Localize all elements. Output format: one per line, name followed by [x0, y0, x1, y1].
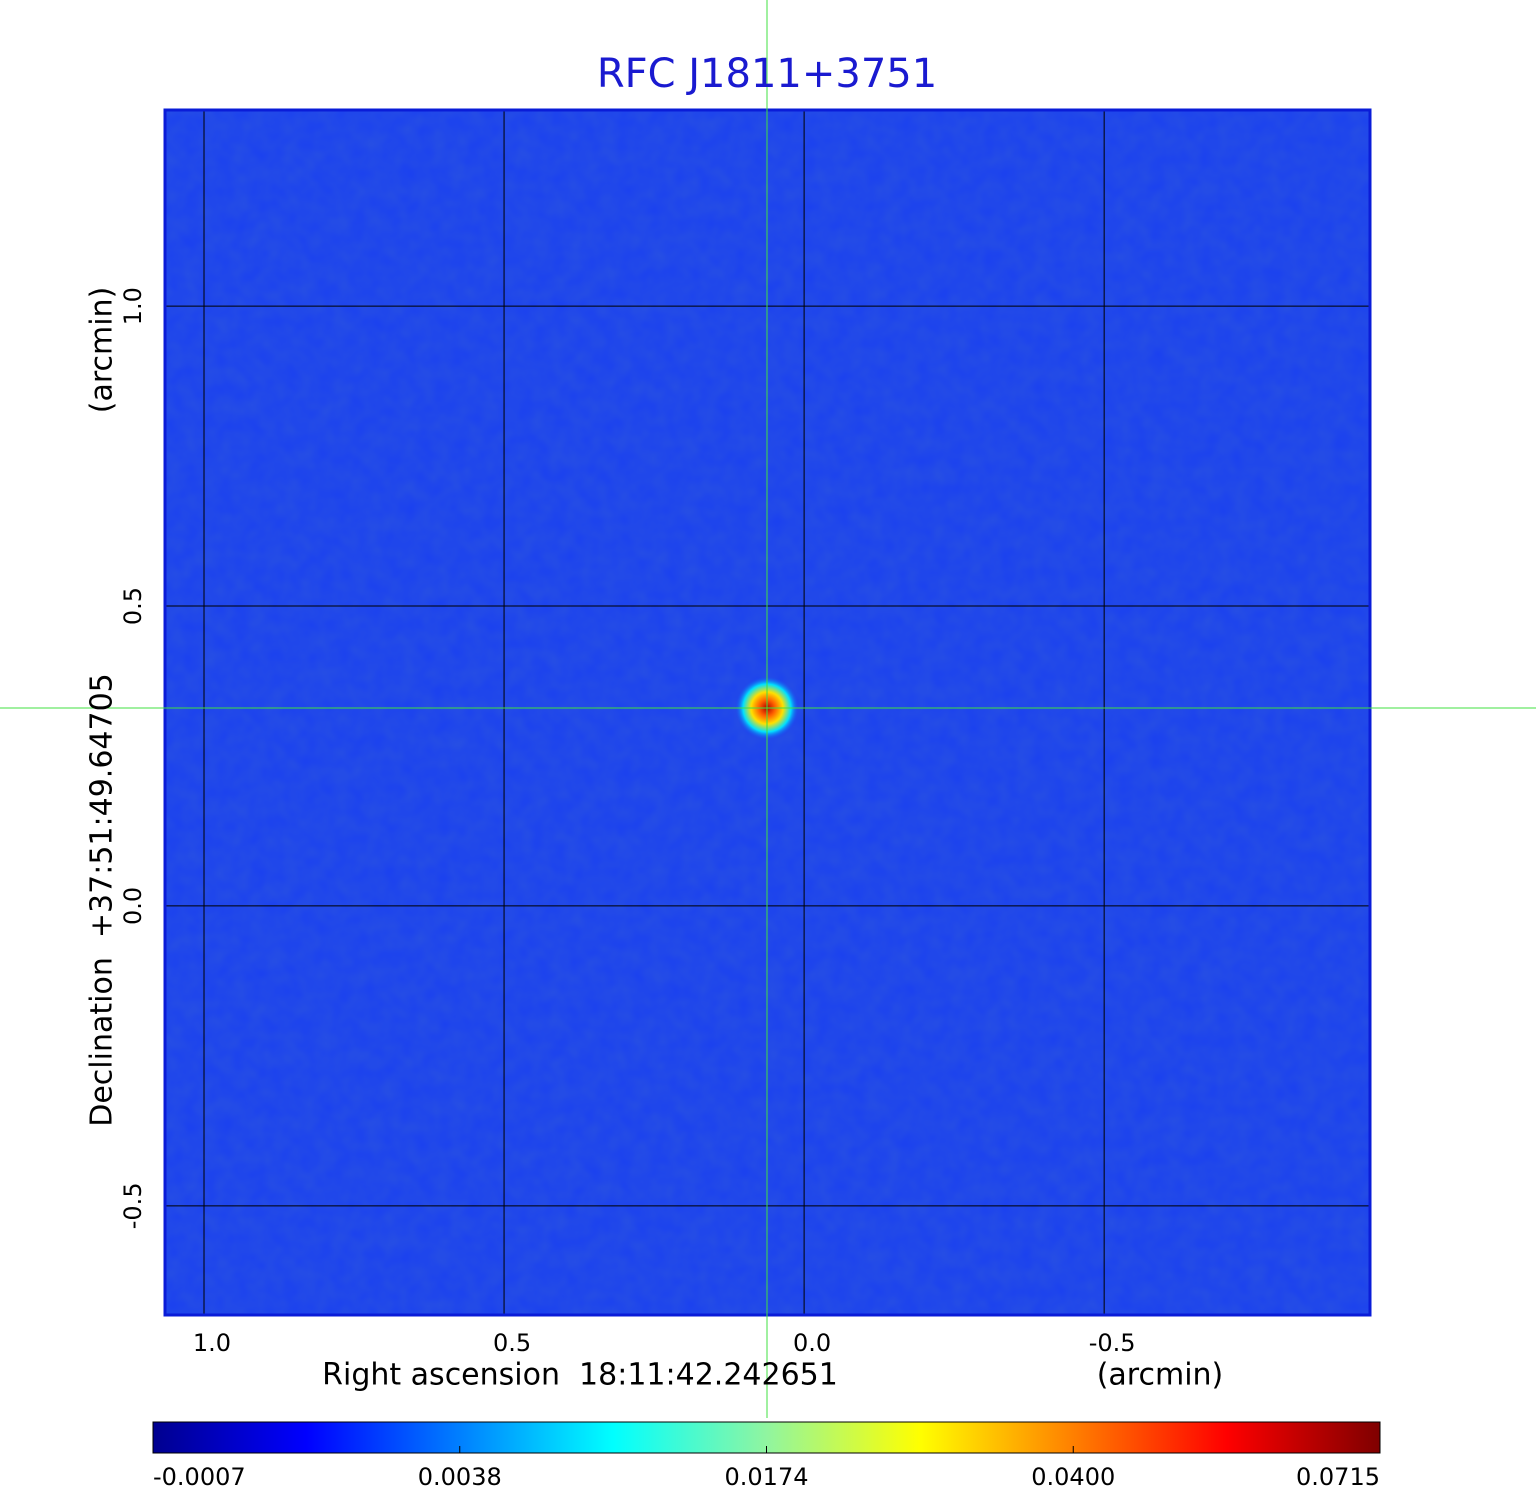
x-tick-label: -0.5 — [1089, 1329, 1136, 1357]
y-label: Declination +37:51:49.64705 — [85, 673, 120, 1127]
chart-title: RFC J1811+3751 — [597, 51, 937, 97]
colorbar-tick-label: 0.0038 — [418, 1463, 502, 1491]
colorbar-tick-label: -0.0007 — [153, 1463, 246, 1491]
x-tick-label: 0.0 — [793, 1329, 831, 1357]
x-tick-label: 1.0 — [193, 1329, 231, 1357]
y-tick-label: -0.5 — [119, 1182, 147, 1229]
y-unit: (arcmin) — [85, 287, 120, 414]
y-tick-label: 1.0 — [119, 287, 147, 325]
colorbar-tick-label: 0.0715 — [1296, 1463, 1380, 1491]
x-tick-label: 0.5 — [493, 1329, 531, 1357]
colorbar-tick-label: 0.0400 — [1031, 1463, 1115, 1491]
x-unit: (arcmin) — [1097, 1358, 1224, 1393]
colorbar-tick-label: 0.0174 — [725, 1463, 809, 1491]
y-tick-label: 0.0 — [119, 887, 147, 925]
y-tick-label: 0.5 — [119, 587, 147, 625]
x-label: Right ascension 18:11:42.242651 — [322, 1358, 838, 1393]
